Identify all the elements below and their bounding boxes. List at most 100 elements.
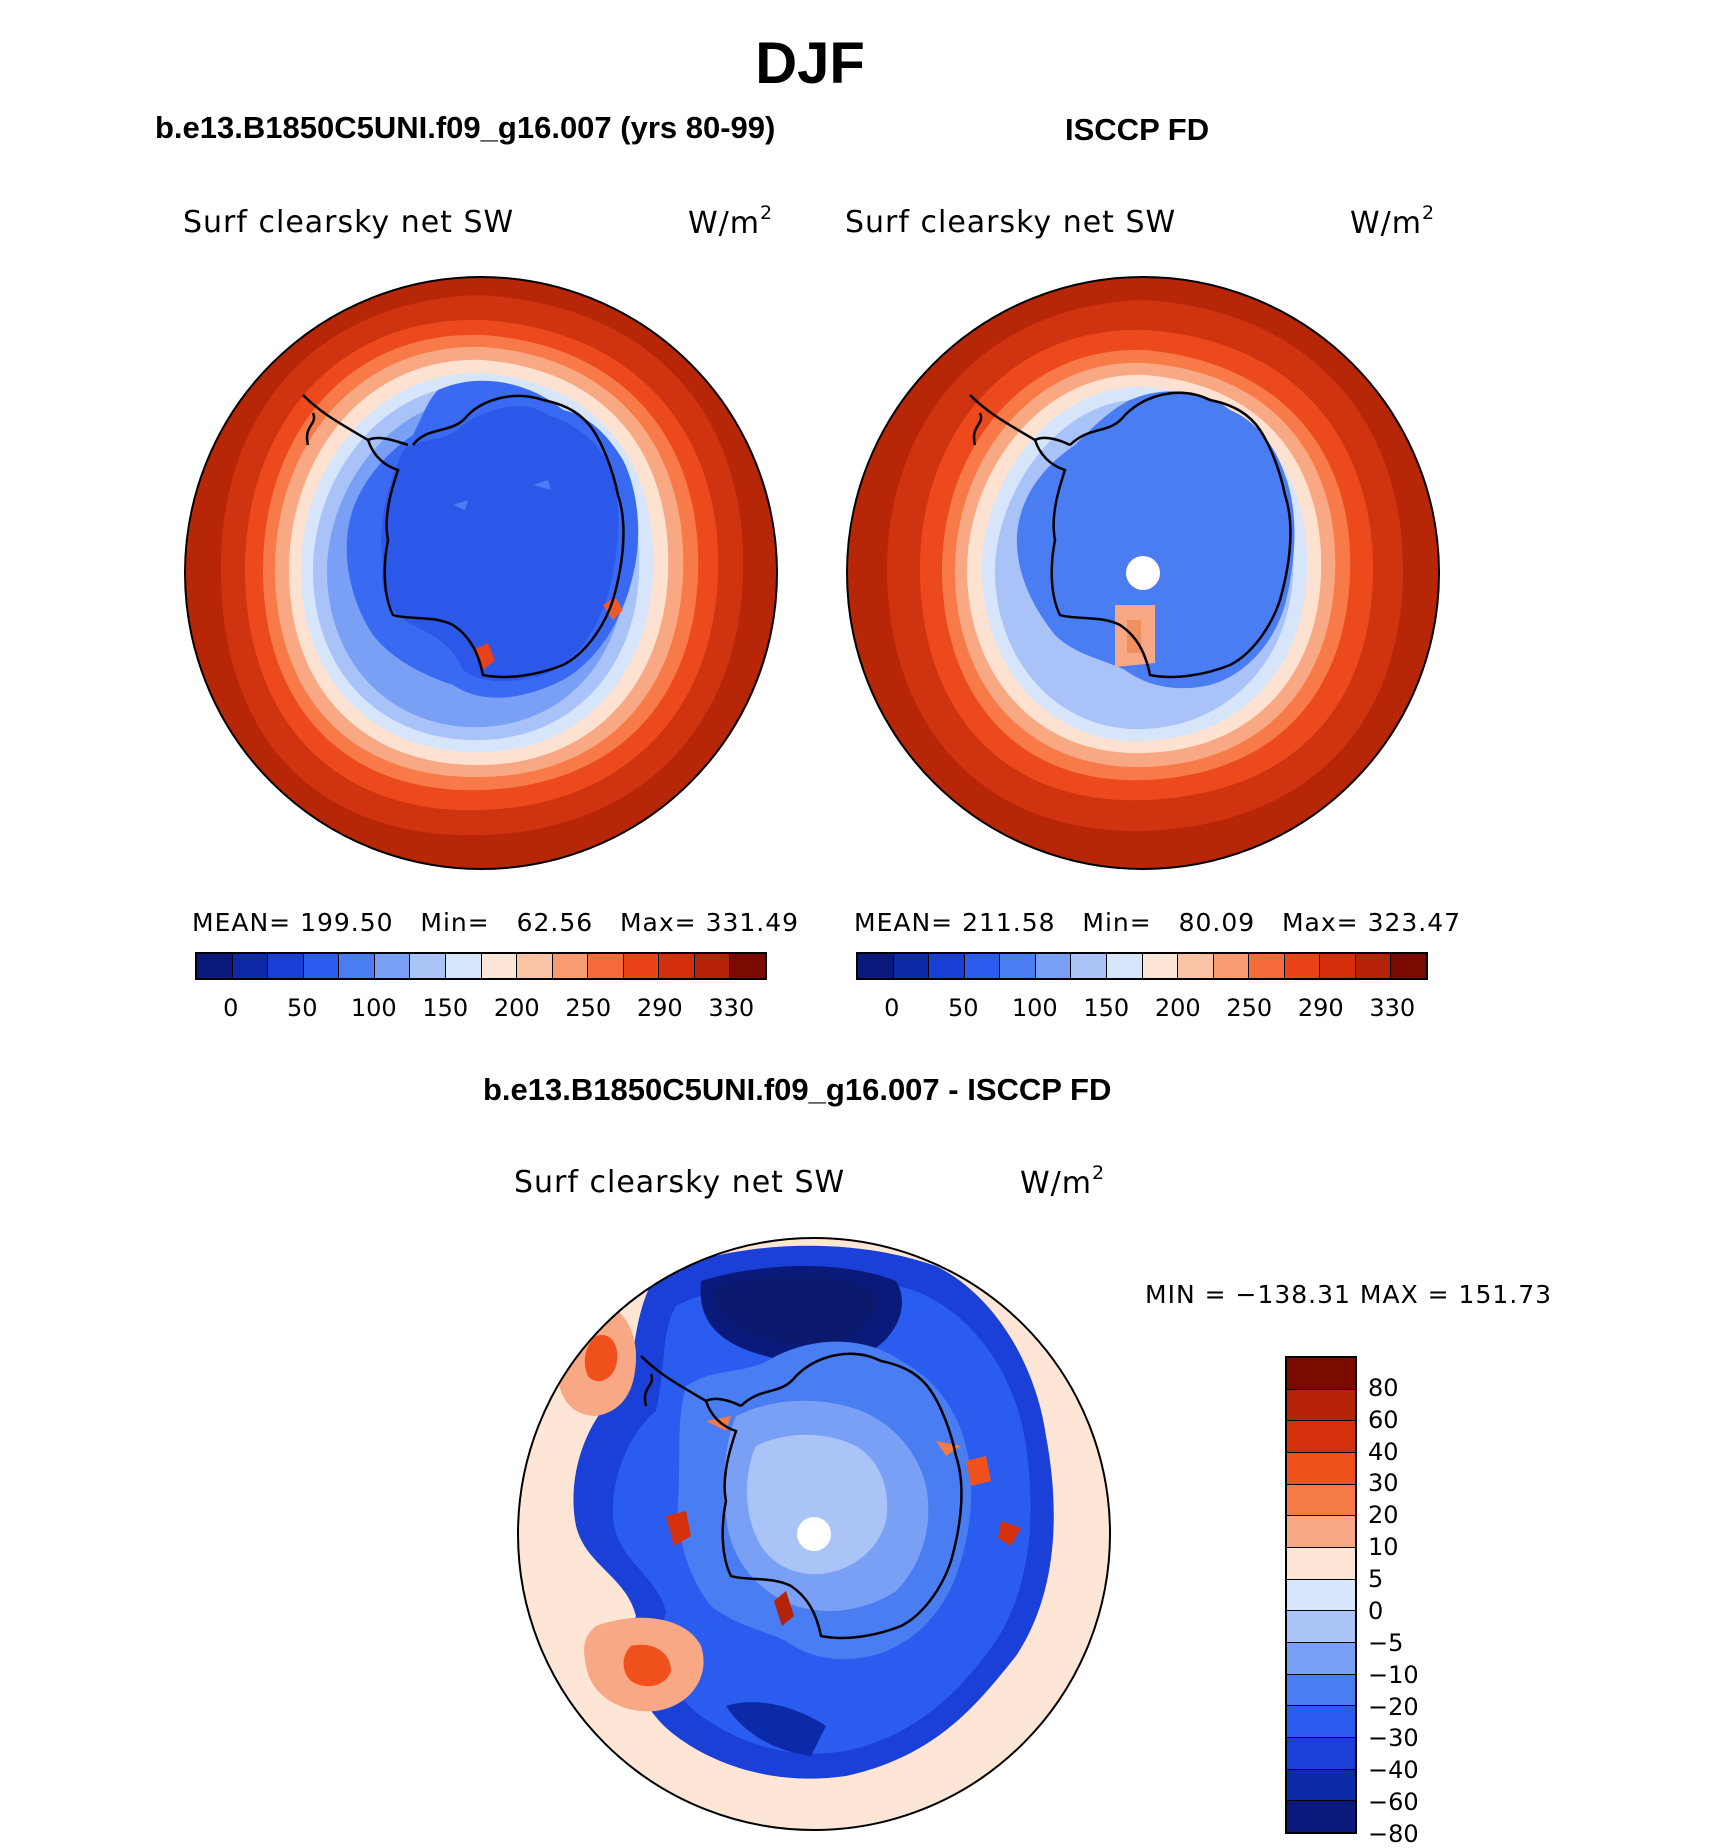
- colorbar-tick-label: −10: [1368, 1660, 1419, 1689]
- colorbar-swatch: [303, 954, 340, 978]
- colorbar-swatch: [1287, 1738, 1355, 1770]
- colorbar-swatch: [659, 954, 695, 978]
- colorbar-swatch: [929, 954, 965, 978]
- colorbar-tick-label: 0: [223, 994, 239, 1022]
- colorbar-tick-label: 10: [1368, 1533, 1399, 1562]
- colorbar-tick-label: 150: [1083, 994, 1130, 1022]
- colorbar-swatch: [374, 954, 411, 978]
- colorbar-tick-label: 100: [350, 994, 397, 1022]
- colorbar-tick-label: 250: [565, 994, 612, 1022]
- colorbar-tick-label: −60: [1368, 1788, 1419, 1817]
- panel-1-units: W/m2: [688, 202, 774, 241]
- colorbar-panel-2-ticks: 0 50 100 150 200 250 290 330: [856, 994, 1428, 1024]
- panel-2-units: W/m2: [1350, 202, 1436, 241]
- colorbar-swatch: [1320, 954, 1356, 978]
- colorbar-swatch: [445, 954, 482, 978]
- colorbar-swatch: [268, 954, 304, 978]
- diff-panel-title: b.e13.B1850C5UNI.f09_g16.007 - ISCCP FD: [483, 1072, 1112, 1107]
- diff-panel-units: W/m2: [1020, 1162, 1106, 1201]
- colorbar-swatch: [1287, 1421, 1355, 1454]
- colorbar-tick-label: 40: [1368, 1437, 1399, 1466]
- colorbar-tick-label: 100: [1011, 994, 1058, 1022]
- map-difference: [517, 1237, 1111, 1831]
- colorbar-swatch: [1391, 954, 1426, 978]
- colorbar-tick-label: 30: [1368, 1469, 1399, 1498]
- colorbar-swatch: [197, 954, 233, 978]
- colorbar-swatch: [858, 954, 894, 978]
- panel-1-stats: MEAN= 199.50 Min= 62.56 Max= 331.49: [192, 908, 800, 937]
- figure-title: DJF: [755, 31, 865, 96]
- colorbar-tick-label: 150: [422, 994, 469, 1022]
- colorbar-swatch: [588, 954, 624, 978]
- colorbar-tick-label: 290: [636, 994, 683, 1022]
- colorbar-swatch: [339, 954, 375, 978]
- diff-panel-stats: MIN = −138.31 MAX = 151.73: [1145, 1280, 1553, 1309]
- colorbar-swatch: [730, 954, 765, 978]
- colorbar-swatch: [1287, 1516, 1355, 1549]
- colorbar-swatch: [964, 954, 1001, 978]
- colorbar-swatch: [1287, 1801, 1355, 1833]
- panel-2-title: ISCCP FD: [1065, 112, 1210, 147]
- colorbar-panel-1: [195, 952, 767, 980]
- colorbar-swatch: [1178, 954, 1214, 978]
- diff-panel-variable-label: Surf clearsky net SW: [514, 1165, 846, 1200]
- map-panel-2: [846, 276, 1440, 870]
- colorbar-difference: [1285, 1356, 1357, 1834]
- colorbar-tick-label: 0: [884, 994, 900, 1022]
- colorbar-swatch: [893, 954, 930, 978]
- colorbar-swatch: [1287, 1453, 1355, 1485]
- colorbar-tick-label: 20: [1368, 1501, 1399, 1530]
- colorbar-swatch: [552, 954, 589, 978]
- map-panel-1: [184, 276, 778, 870]
- colorbar-swatch: [694, 954, 731, 978]
- colorbar-tick-label: 250: [1226, 994, 1273, 1022]
- panel-1-variable-label: Surf clearsky net SW: [183, 205, 515, 240]
- colorbar-swatch: [1071, 954, 1107, 978]
- colorbar-tick-label: −40: [1368, 1756, 1419, 1785]
- colorbar-swatch: [232, 954, 269, 978]
- colorbar-swatch: [1287, 1484, 1355, 1517]
- colorbar-difference-ticks: 80 60 40 30 20 10 5 0 −5 −10 −20 −30 −40 −60 −80: [1368, 1356, 1458, 1848]
- colorbar-tick-label: 200: [493, 994, 540, 1022]
- colorbar-swatch: [1287, 1674, 1355, 1707]
- colorbar-tick-label: 50: [286, 994, 318, 1022]
- colorbar-swatch: [481, 954, 518, 978]
- colorbar-swatch: [1287, 1548, 1355, 1580]
- colorbar-swatch: [1287, 1358, 1355, 1390]
- colorbar-panel-1-ticks: 0 50 100 150 200 250 290 330: [195, 994, 767, 1024]
- colorbar-swatch: [517, 954, 553, 978]
- colorbar-swatch: [1287, 1643, 1355, 1675]
- colorbar-swatch: [1287, 1706, 1355, 1739]
- colorbar-swatch: [410, 954, 446, 978]
- colorbar-swatch: [1000, 954, 1036, 978]
- colorbar-tick-label: 60: [1368, 1405, 1399, 1434]
- colorbar-swatch: [1284, 954, 1321, 978]
- colorbar-swatch: [623, 954, 660, 978]
- colorbar-swatch: [1287, 1769, 1355, 1802]
- colorbar-swatch: [1249, 954, 1285, 978]
- colorbar-tick-label: −5: [1368, 1628, 1404, 1657]
- colorbar-tick-label: 290: [1297, 994, 1344, 1022]
- colorbar-panel-2: [856, 952, 1428, 980]
- panel-2-variable-label: Surf clearsky net SW: [845, 205, 1177, 240]
- colorbar-swatch: [1213, 954, 1250, 978]
- colorbar-swatch: [1035, 954, 1072, 978]
- colorbar-swatch: [1287, 1579, 1355, 1612]
- colorbar-tick-label: −80: [1368, 1820, 1419, 1848]
- colorbar-swatch: [1106, 954, 1143, 978]
- colorbar-swatch: [1142, 954, 1179, 978]
- colorbar-tick-label: 330: [708, 994, 755, 1022]
- colorbar-tick-label: 330: [1369, 994, 1416, 1022]
- colorbar-tick-label: −20: [1368, 1692, 1419, 1721]
- colorbar-tick-label: 200: [1154, 994, 1201, 1022]
- colorbar-tick-label: 5: [1368, 1565, 1384, 1594]
- colorbar-swatch: [1287, 1389, 1355, 1422]
- colorbar-tick-label: 80: [1368, 1373, 1399, 1402]
- colorbar-tick-label: 50: [947, 994, 979, 1022]
- colorbar-swatch: [1287, 1611, 1355, 1644]
- panel-1-title: b.e13.B1850C5UNI.f09_g16.007 (yrs 80-99): [155, 110, 776, 145]
- panel-2-stats: MEAN= 211.58 Min= 80.09 Max= 323.47: [854, 908, 1462, 937]
- colorbar-swatch: [1355, 954, 1392, 978]
- colorbar-tick-label: −30: [1368, 1724, 1419, 1753]
- colorbar-tick-label: 0: [1368, 1596, 1384, 1625]
